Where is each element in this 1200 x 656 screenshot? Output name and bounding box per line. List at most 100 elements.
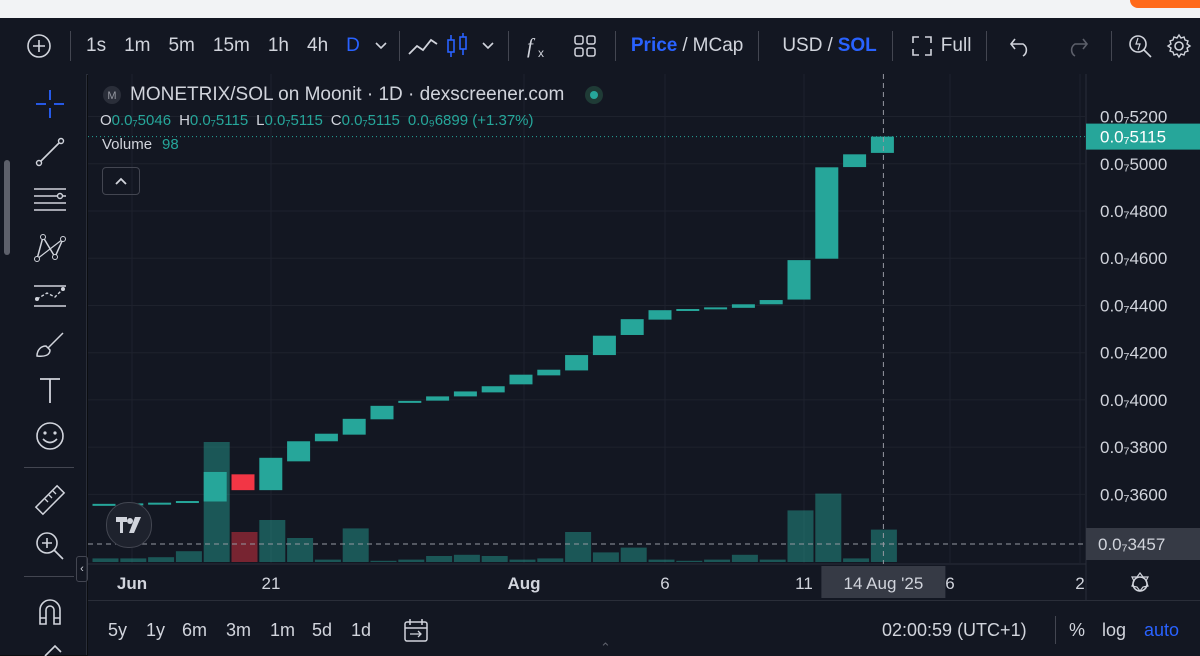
volume-value: 98 [162, 136, 179, 153]
chart-pane[interactable]: 0.0₇5200 0.0₇5000 0.0₇4800 0.0₇4600 0.0₇4400… [88, 74, 1200, 600]
crosshair-price-label: 0.0₇3457 [1098, 535, 1165, 554]
emoji-icon[interactable] [30, 416, 70, 456]
volume-bar [731, 554, 758, 562]
volume-bar [175, 551, 202, 562]
candle [843, 154, 867, 168]
undo-icon[interactable] [993, 29, 1049, 63]
candle [481, 386, 505, 393]
change-value: 0.0₉6899 (+1.37%) [407, 112, 534, 129]
price-toggle[interactable]: Price [630, 35, 678, 56]
volume-bar [704, 559, 731, 562]
y-tick-label: 0.0₇5000 [1100, 155, 1167, 174]
candle [565, 355, 589, 371]
price-chart[interactable]: 0.0₇5200 0.0₇5000 0.0₇4800 0.0₇4600 0.0₇4400… [88, 74, 1200, 600]
candle [731, 304, 755, 308]
settings-gear-icon[interactable] [1162, 29, 1196, 63]
fib-levels-icon[interactable] [30, 180, 70, 220]
zoom-in-icon[interactable] [30, 526, 70, 566]
range-1d[interactable]: 1d [351, 620, 372, 640]
sidebar-scrollbar[interactable] [4, 160, 10, 255]
brush-icon[interactable] [30, 324, 70, 364]
sol-toggle[interactable]: SOL [837, 35, 877, 56]
range-3m[interactable]: 3m [226, 620, 252, 640]
time-axis-settings-gear-icon[interactable] [1131, 572, 1149, 592]
symbol-logo-icon: M [103, 86, 121, 104]
candle [648, 310, 672, 320]
y-tick-label: 0.0₇5200 [1100, 108, 1167, 127]
volume-label[interactable]: Volume [102, 136, 153, 153]
chart-type-chevron-down-icon[interactable] [474, 29, 502, 63]
svg-text:x: x [538, 46, 544, 59]
pattern-icon[interactable] [30, 228, 70, 268]
text-tool-icon[interactable] [30, 370, 70, 410]
range-5d[interactable]: 5d [312, 620, 333, 640]
range-1m[interactable]: 1m [270, 620, 296, 640]
volume-bar [426, 556, 453, 562]
candle [148, 502, 172, 505]
auto-toggle[interactable]: auto [1144, 620, 1180, 640]
full-button[interactable]: Full [940, 35, 972, 56]
volume-row: Volume 98 [102, 136, 604, 153]
chart-legend: M MONETRIX/SOL on Moonit · 1D · dexscree… [100, 84, 604, 153]
candle [592, 335, 616, 356]
open-value: 0.0₇5046 [111, 112, 172, 129]
range-5y[interactable]: 5y [108, 620, 128, 640]
candle [314, 433, 338, 442]
trend-line-icon[interactable] [30, 132, 70, 172]
volume-bar [648, 559, 675, 562]
range-1y[interactable]: 1y [146, 620, 166, 640]
open-label: O [100, 112, 112, 129]
prediction-icon[interactable] [30, 276, 70, 316]
bottom-toolbar [88, 600, 1200, 656]
percent-toggle[interactable]: % [1069, 620, 1086, 640]
layout-grid-icon[interactable] [561, 29, 609, 63]
market-status-dot-icon [585, 86, 604, 104]
candle [342, 418, 366, 435]
symbol-title[interactable]: MONETRIX/SOL on Moonit · 1D · dexscreene… [130, 84, 565, 105]
volume-bar [398, 559, 425, 562]
interval-5m[interactable]: 5m [168, 35, 195, 56]
range-6m[interactable]: 6m [182, 620, 208, 640]
quick-search-icon[interactable] [1118, 29, 1162, 63]
crosshair-icon[interactable] [30, 84, 70, 124]
candles-icon[interactable] [440, 29, 474, 63]
y-tick-label: 0.0₇4600 [1100, 249, 1167, 268]
add-symbol-icon[interactable] [22, 29, 56, 63]
ruler-icon[interactable] [30, 480, 70, 520]
interval-15m[interactable]: 15m [212, 35, 250, 56]
volume-bar [537, 558, 564, 562]
volume-bar [843, 558, 870, 562]
interval-1s[interactable]: 1s [86, 35, 107, 56]
candle [426, 396, 450, 401]
fullscreen-icon[interactable] [907, 29, 937, 63]
clock-time[interactable]: 02:00:59 (UTC+1) [882, 620, 1027, 640]
interval-1m[interactable]: 1m [124, 35, 151, 56]
interval-4h[interactable]: 4h [307, 35, 329, 56]
line-chart-icon[interactable] [406, 29, 440, 63]
tradingview-logo-icon[interactable] [106, 502, 152, 548]
interval-1h[interactable]: 1h [267, 35, 289, 56]
interval-chevron-down-icon[interactable] [369, 29, 393, 63]
collapse-sidebar-chevron-icon[interactable]: ‹ [76, 556, 88, 582]
interval-D[interactable]: D [346, 35, 360, 56]
candle [870, 136, 894, 153]
usd-toggle[interactable]: USD [782, 35, 823, 56]
candle [676, 309, 700, 312]
x-tick-label: 6 [945, 574, 954, 593]
redo-icon[interactable] [1049, 29, 1105, 63]
accent-tab [1130, 0, 1200, 8]
price-axis [1086, 74, 1200, 600]
date-range-calendar-icon[interactable] [402, 617, 430, 648]
magnet-icon[interactable] [30, 592, 70, 632]
high-label: H [179, 112, 190, 129]
log-toggle[interactable]: log [1102, 620, 1127, 640]
collapse-legend-chevron-up-icon[interactable] [102, 167, 140, 195]
candle [398, 400, 422, 403]
volume-bar [203, 442, 230, 562]
mcap-toggle[interactable]: MCap [692, 35, 744, 56]
candle [815, 167, 839, 259]
lock-drawings-icon[interactable] [30, 636, 70, 656]
expand-panel-chevron-icon[interactable]: ⌃ [600, 640, 611, 655]
